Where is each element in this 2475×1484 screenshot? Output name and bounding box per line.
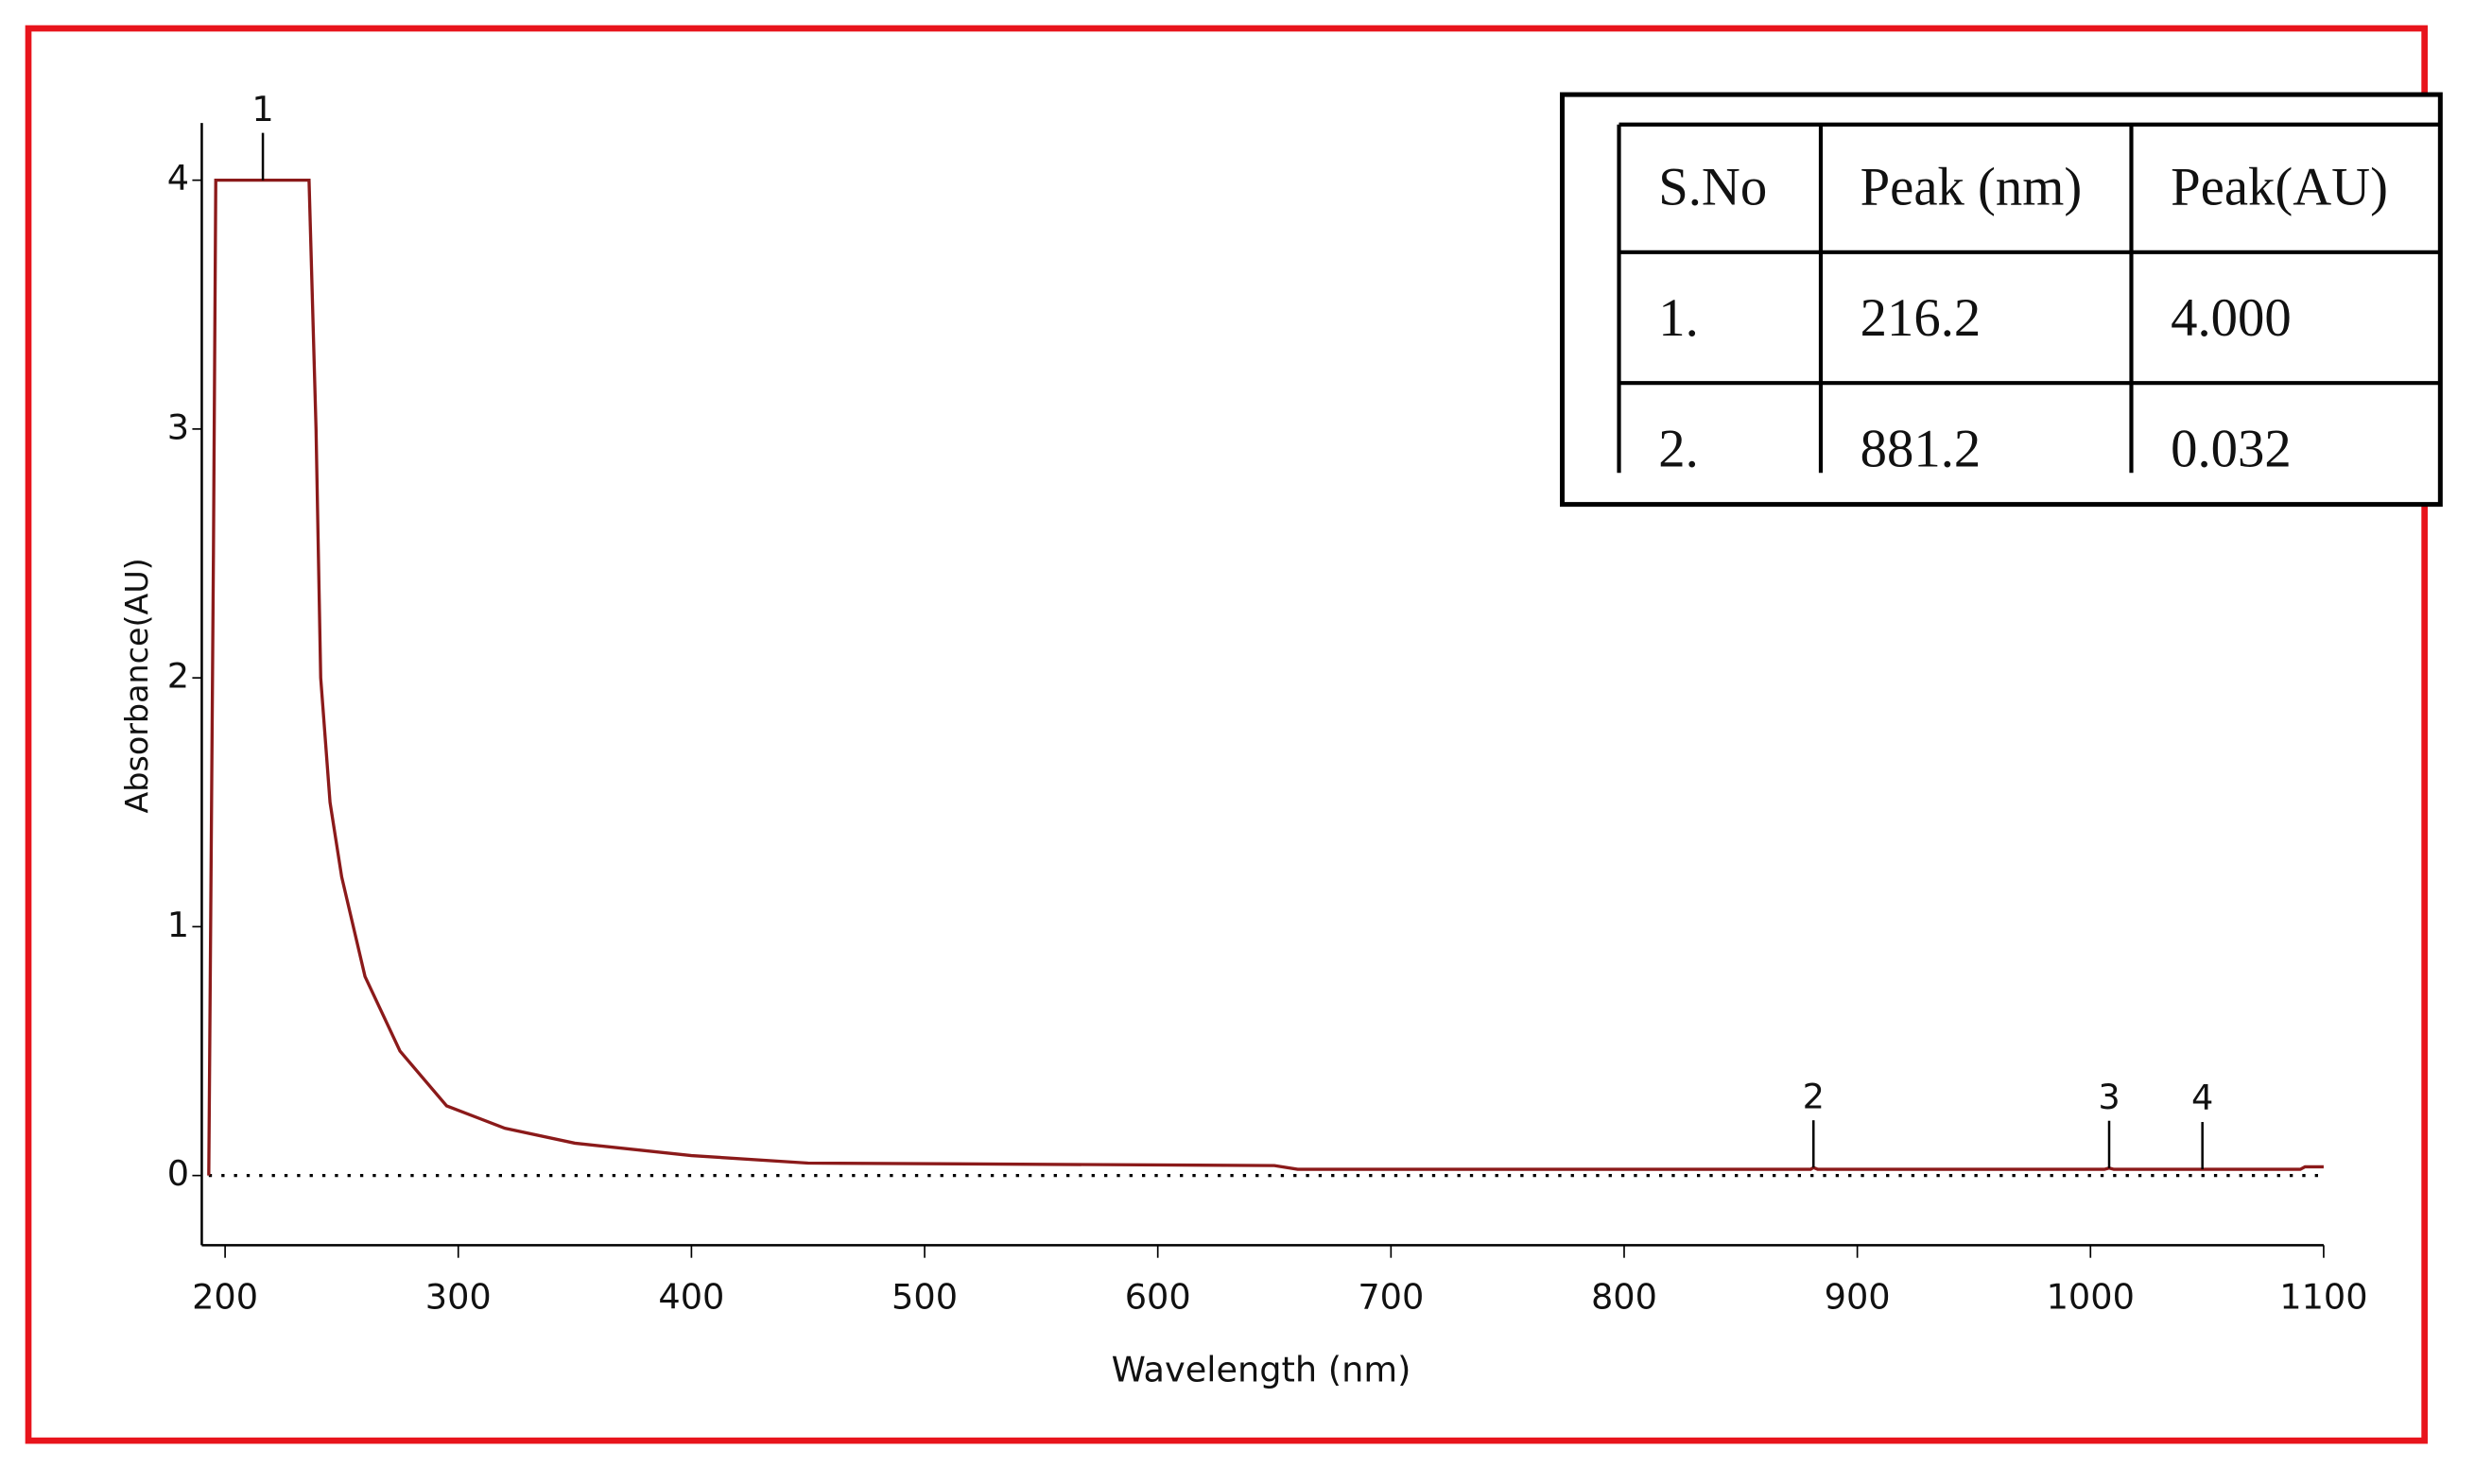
x-tick-label: 300	[425, 1277, 492, 1318]
table-grid	[1617, 122, 2443, 474]
x-tick-label: 700	[1358, 1277, 1424, 1318]
table-cell: 4.000	[2171, 288, 2292, 348]
spectrum-line	[207, 178, 2324, 1176]
y-tick-label: 0	[167, 1153, 189, 1194]
table-header: Peak(AU)	[2171, 157, 2388, 216]
peak-table: S.No Peak (nm) Peak(AU) 1. 216.2 4.000 2. 881.2…	[1560, 92, 2443, 508]
y-tick-label: 2	[167, 656, 189, 697]
x-tick-label: 200	[192, 1277, 258, 1318]
peak-label: 2	[1803, 1076, 1825, 1116]
table-cell: 2.	[1658, 419, 1699, 478]
table-cell: 0.032	[2171, 419, 2292, 478]
table-cell: 881.2	[1861, 419, 1982, 478]
table-cell: 1.	[1658, 288, 1699, 348]
table-header: Peak (nm)	[1861, 157, 2083, 216]
x-tick-label: 800	[1591, 1277, 1657, 1318]
peak-label: 3	[2098, 1077, 2120, 1117]
x-tick-label: 1100	[2279, 1277, 2367, 1318]
y-tick-label: 4	[167, 158, 189, 198]
x-tick-label: 400	[658, 1277, 724, 1318]
x-tick-label: 500	[891, 1277, 958, 1318]
x-axis-title: Wavelength (nm)	[1112, 1349, 1411, 1389]
table-cell: 216.2	[1861, 288, 1982, 348]
y-tick-label: 3	[167, 406, 189, 447]
y-tick-label: 1	[167, 905, 189, 945]
x-tick-label: 1000	[2047, 1277, 2135, 1318]
table-header: S.No	[1658, 157, 1767, 216]
table-frame	[1560, 92, 2443, 508]
y-axis-title: Absorbance(AU)	[118, 558, 155, 813]
peak-label: 4	[2191, 1078, 2213, 1118]
x-tick-label: 600	[1125, 1277, 1191, 1318]
peak-label: 1	[251, 89, 273, 129]
x-tick-label: 900	[1825, 1277, 1891, 1318]
